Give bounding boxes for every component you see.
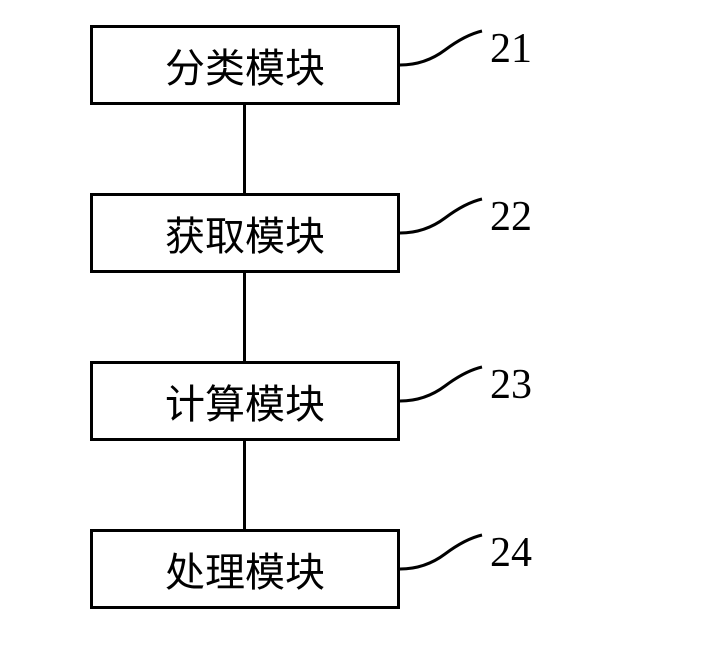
node-box-2: 获取模块 [90, 193, 400, 273]
connector-3-4 [243, 441, 246, 529]
diagram-container: 分类模块 21 获取模块 22 计算模块 23 处理模块 24 [90, 25, 630, 645]
leader-line-4 [400, 529, 490, 579]
node-number-2: 22 [490, 193, 532, 241]
node-text-3: 计算模块 [165, 372, 325, 430]
leader-line-1 [400, 25, 490, 75]
node-number-3: 23 [490, 361, 532, 409]
connector-1-2 [243, 105, 246, 193]
node-box-1: 分类模块 [90, 25, 400, 105]
connector-2-3 [243, 273, 246, 361]
leader-line-3 [400, 361, 490, 411]
leader-line-2 [400, 193, 490, 243]
node-number-4: 24 [490, 529, 532, 577]
node-text-1: 分类模块 [165, 36, 325, 94]
node-box-4: 处理模块 [90, 529, 400, 609]
node-text-4: 处理模块 [165, 540, 325, 598]
node-box-3: 计算模块 [90, 361, 400, 441]
node-text-2: 获取模块 [165, 204, 325, 262]
node-number-1: 21 [490, 25, 532, 73]
